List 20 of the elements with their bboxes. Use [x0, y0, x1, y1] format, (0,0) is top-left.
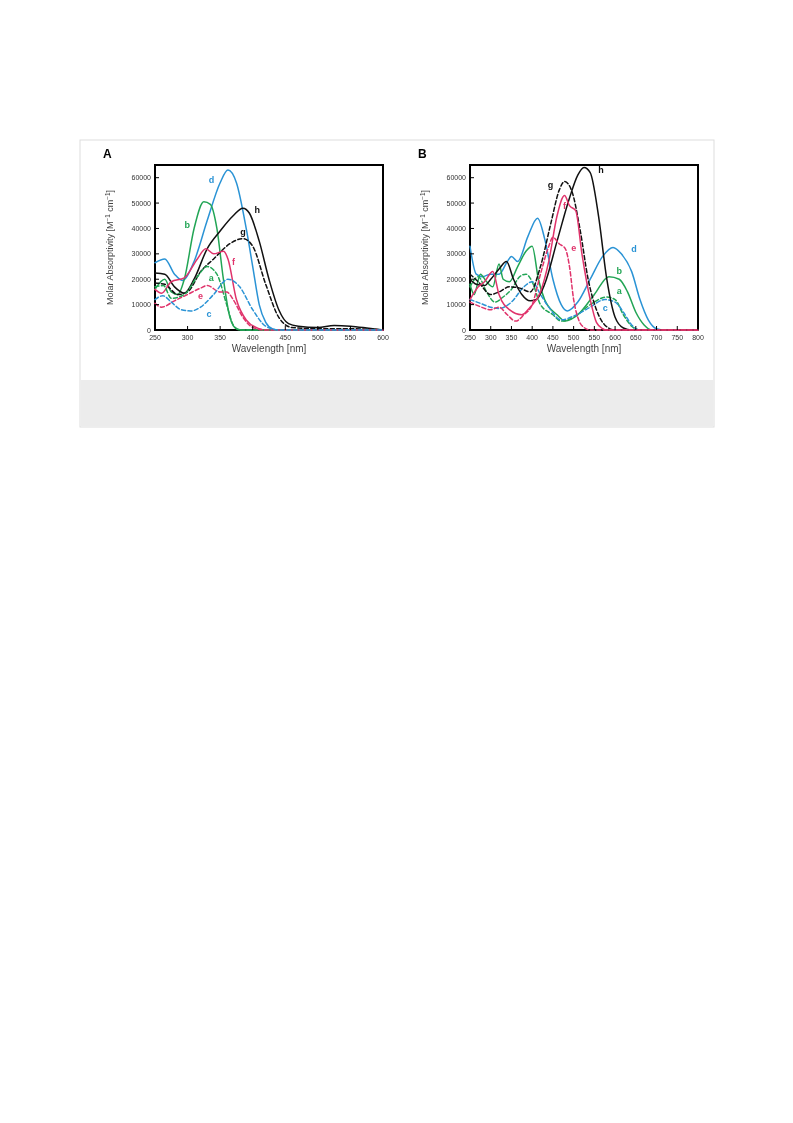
chart-title: A: [103, 147, 112, 161]
series-label: h: [254, 205, 260, 216]
series-label: a: [208, 273, 215, 284]
series-label: h: [598, 164, 604, 175]
series-label: b: [616, 266, 623, 277]
series-label: d: [631, 243, 637, 254]
series-label: e: [198, 291, 204, 302]
series-label: d: [208, 174, 215, 185]
series-label: c: [206, 309, 212, 320]
series-label: g: [547, 180, 554, 191]
series-label: g: [240, 226, 246, 237]
series-label: a: [616, 286, 623, 296]
chart-title: B: [418, 147, 427, 161]
series-label: e: [571, 242, 577, 253]
x-axis-title: Wavelength [nm]: [546, 343, 622, 354]
series-label: f: [563, 201, 568, 212]
series-label: c: [602, 302, 608, 313]
series-label: f: [231, 256, 236, 267]
x-axis-title: Wavelength [nm]: [231, 343, 307, 354]
series-label: b: [184, 220, 191, 231]
